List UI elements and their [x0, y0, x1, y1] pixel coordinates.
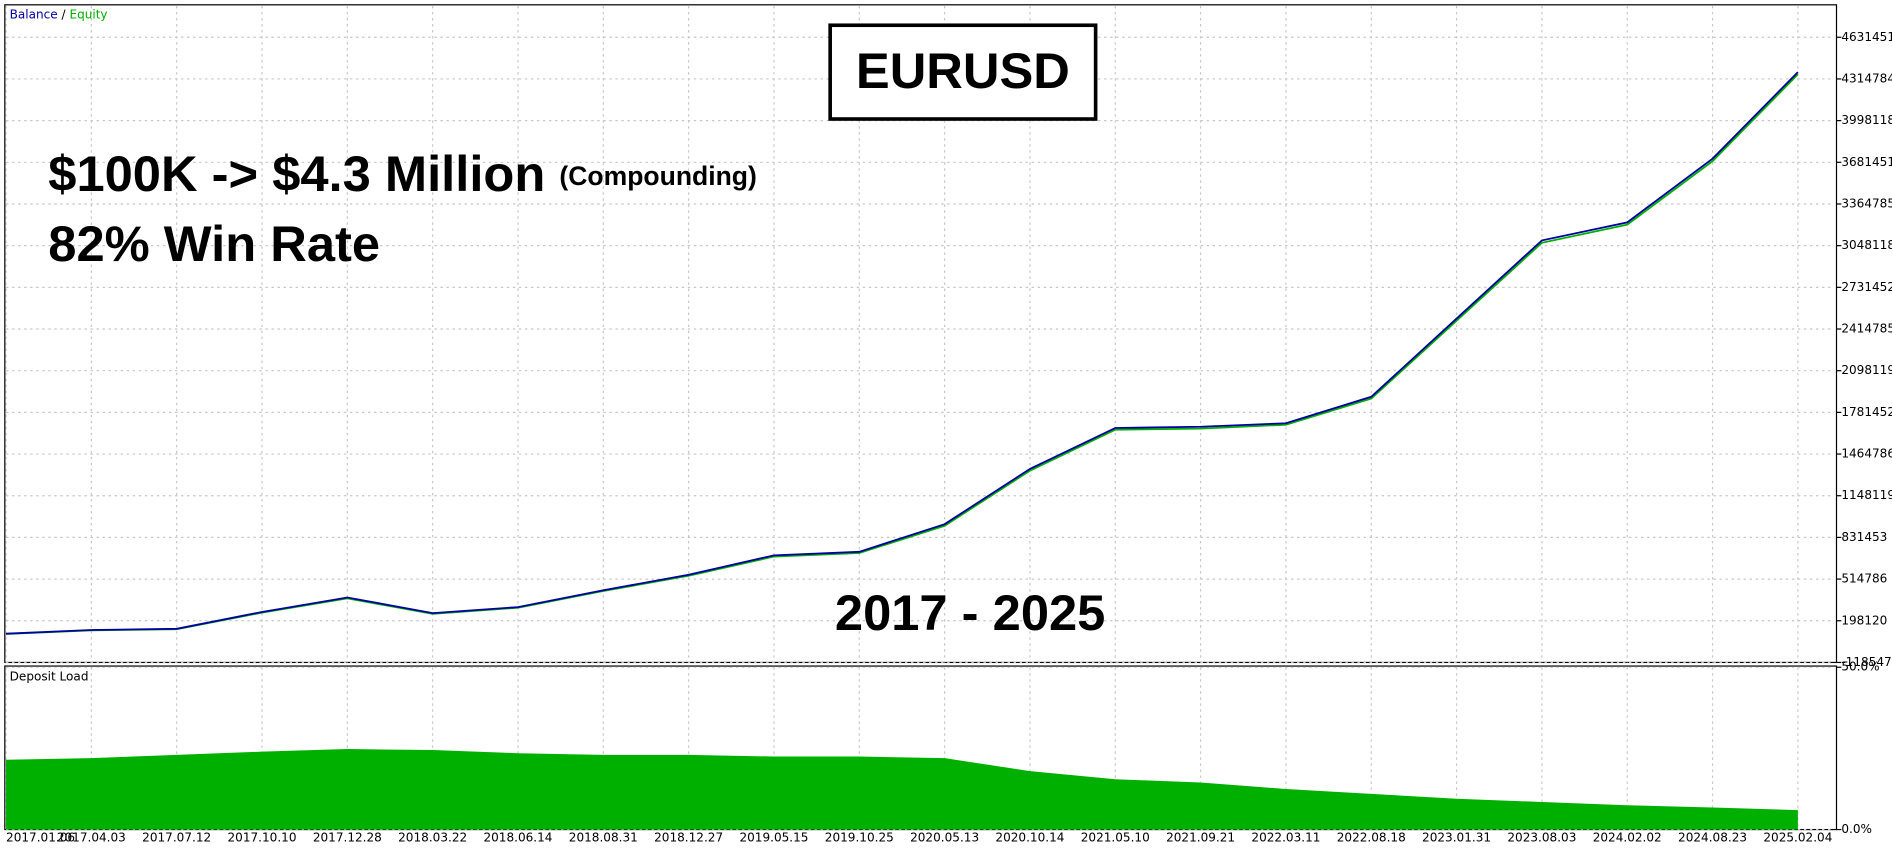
- x-tick-label: 2023.01.31: [1422, 830, 1491, 844]
- y-tick-label: 3364785: [1841, 196, 1892, 210]
- marks: [5, 71, 1799, 830]
- y-tick-label: 2731452: [1841, 280, 1892, 294]
- y-tick-label: 50.0%: [1841, 660, 1879, 674]
- y-tick-label: -118547: [1841, 655, 1891, 669]
- y-tick-label: 831453: [1841, 530, 1887, 544]
- x-tick-label: 2025.02.04: [1763, 830, 1832, 844]
- title-box: [828, 23, 1098, 121]
- x-tick-label: 2018.12.27: [654, 830, 723, 844]
- y-tick-label: 4631451: [1841, 30, 1892, 44]
- x-tick-label: 2019.05.15: [739, 830, 808, 844]
- x-tick-label: 2023.08.03: [1507, 830, 1576, 844]
- x-tick-label: 2021.09.21: [1166, 830, 1235, 844]
- deposit-area: [6, 749, 1798, 830]
- x-tick-label: 2020.05.13: [910, 830, 979, 844]
- y-tick-label: 1781452: [1841, 405, 1892, 419]
- x-tick-label: 2021.05.10: [1081, 830, 1150, 844]
- x-tick-label: 2017.12.28: [313, 830, 382, 844]
- x-tick-label: 2022.03.11: [1251, 830, 1320, 844]
- x-tick-label: 2024.08.23: [1678, 830, 1747, 844]
- period: 2017 - 2025: [835, 584, 1105, 641]
- headline-text: $100K -> $4.3 Million: [48, 145, 545, 202]
- y-tick-label: 198120: [1841, 613, 1887, 627]
- y-tick-label: 4314784: [1841, 71, 1892, 85]
- y-tick-label: 2414785: [1841, 322, 1892, 336]
- grid: [5, 6, 1842, 831]
- y-tick-label: 514786: [1841, 572, 1887, 586]
- y-tick-label: 3048118: [1841, 238, 1892, 252]
- y-tick-label: 1148119: [1841, 488, 1892, 502]
- x-tick-label: 2019.10.25: [825, 830, 894, 844]
- y-tick-label: 3681451: [1841, 155, 1892, 169]
- x-tick-label: 2018.06.14: [483, 830, 552, 844]
- title: EURUSD: [856, 42, 1070, 99]
- headline-note: (Compounding): [559, 161, 756, 191]
- x-tick-label: 2018.03.22: [398, 830, 467, 844]
- x-tick-label: 2017.04.03: [57, 830, 126, 844]
- x-tick-label: 2020.10.14: [995, 830, 1064, 844]
- series-line: [5, 71, 1799, 635]
- win-rate: 82% Win Rate: [48, 215, 380, 272]
- x-tick-label: 2018.08.31: [569, 830, 638, 844]
- y-tick-label: 1464786: [1841, 447, 1892, 461]
- x-tick-label: 2017.07.12: [142, 830, 211, 844]
- y-tick-label: 0.0%: [1841, 822, 1872, 836]
- y-tick-label: 3998118: [1841, 113, 1892, 127]
- x-tick-label: 2017.01.06: [6, 830, 75, 844]
- legend: Balance / Equity: [10, 7, 108, 21]
- headline: $100K -> $4.3 Million (Compounding): [48, 145, 757, 202]
- x-tick-label: 2022.08.18: [1337, 830, 1406, 844]
- legend-balance: Balance: [10, 7, 58, 21]
- x-tick-label: 2017.10.10: [228, 830, 297, 844]
- y-tick-label: 2098119: [1841, 363, 1892, 377]
- legend-equity: Equity: [69, 7, 107, 21]
- panel-title: Deposit Load: [10, 669, 89, 683]
- x-tick-label: 2024.02.02: [1593, 830, 1662, 844]
- legend-separator: /: [62, 7, 67, 21]
